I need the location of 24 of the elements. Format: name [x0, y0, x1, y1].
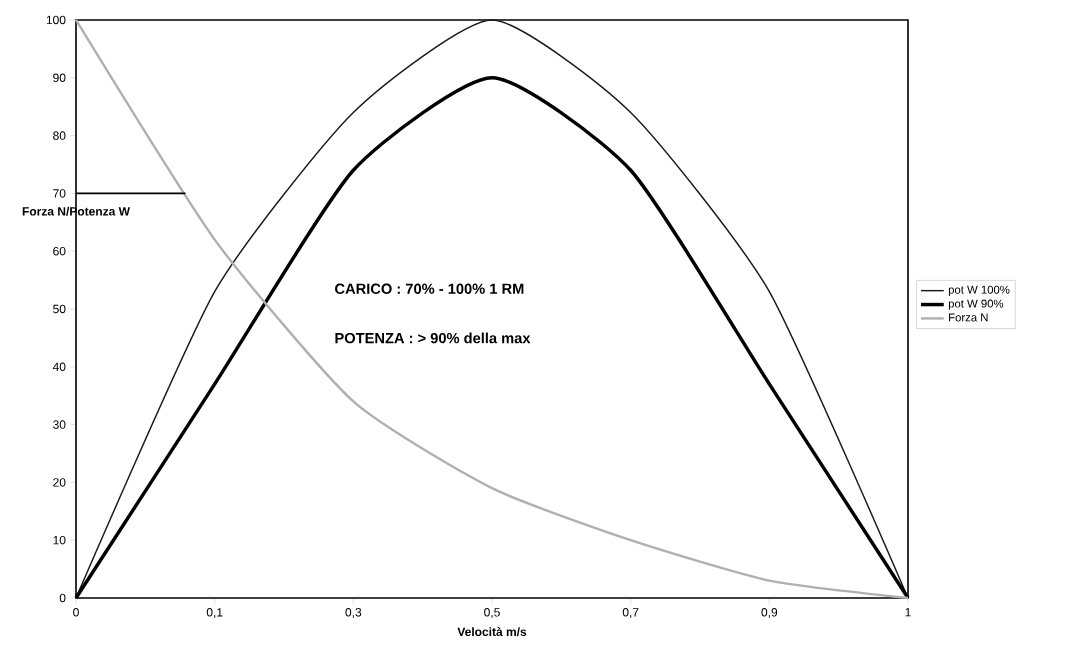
y-tick-label: 70	[53, 189, 66, 198]
y-tick-label: 30	[53, 420, 66, 429]
y-tick-label: 60	[53, 246, 66, 256]
x-tick-label: 0,3	[345, 608, 362, 618]
y-tick-label: 10	[53, 535, 66, 545]
legend-label: pot W 100%	[948, 285, 1010, 296]
y-tick-label: 80	[53, 131, 66, 140]
y-tick-label: 20	[53, 478, 66, 487]
y-tick-label: 90	[53, 73, 66, 83]
x-tick-label: 0,9	[761, 608, 778, 618]
y-tick-label: 50	[53, 304, 66, 314]
x-tick-label: 0,7	[622, 608, 639, 618]
x-tick-label: 0,5	[484, 608, 500, 618]
annotation: POTENZA : > 90% della max	[335, 332, 531, 344]
y-tick-label: 0	[59, 593, 66, 603]
x-axis-title: Velocità m/s	[457, 627, 527, 637]
legend-label: Forza N	[949, 313, 988, 322]
annotation: CARICO : 70% - 100% 1 RM	[335, 283, 524, 294]
x-tick-label: 0	[73, 608, 79, 617]
legend-label: pot W 90%	[948, 299, 1004, 310]
x-tick-label: 1	[905, 608, 911, 617]
y-tick-label: 100	[46, 15, 66, 25]
x-tick-label: 0,1	[206, 608, 223, 618]
y-tick-label: 40	[52, 362, 66, 372]
